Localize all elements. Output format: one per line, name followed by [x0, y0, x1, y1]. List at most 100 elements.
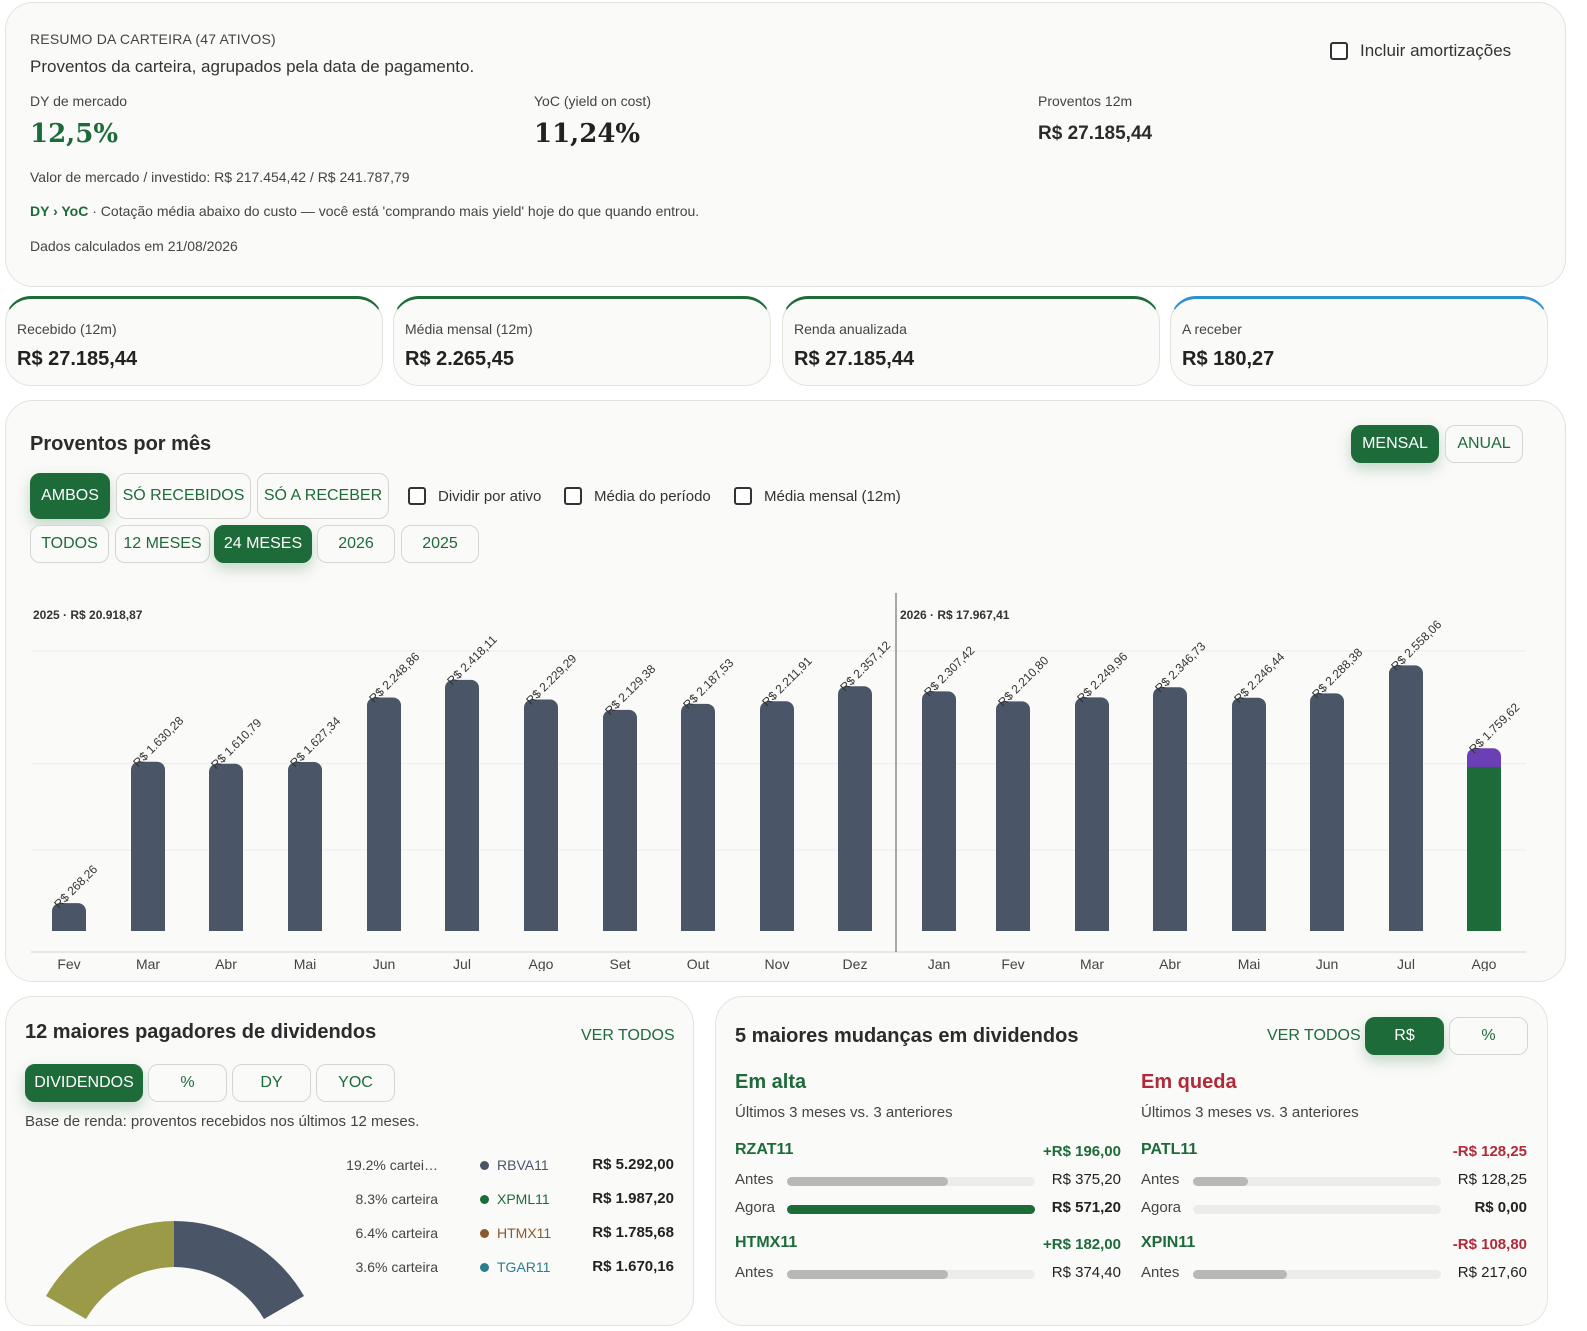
filter-a-receber-button[interactable]: SÓ A RECEBER — [257, 473, 389, 519]
payer-ticker-label: HTMX11 — [497, 1225, 552, 1241]
payer-value: R$ 1.785,68 — [592, 1224, 674, 1241]
x-tick-label: Abr — [215, 956, 237, 971]
bar-mai-2025[interactable] — [288, 762, 322, 931]
bar-jan-2026[interactable] — [922, 691, 956, 931]
view-anual-button[interactable]: ANUAL — [1445, 425, 1523, 463]
changes-title: 5 maiores mudanças em dividendos — [735, 1025, 1079, 1047]
tab-yoc[interactable]: YOC — [316, 1064, 395, 1102]
antes-label: Antes — [735, 1171, 774, 1188]
include-amortizations-checkbox[interactable]: Incluir amortizações — [1330, 41, 1511, 61]
bar-value-label: R$ 2.187,53 — [680, 656, 736, 712]
bar-nov-2025[interactable] — [760, 701, 794, 931]
income-base-note: Base de renda: proventos recebidos nos ú… — [25, 1113, 420, 1130]
calc-date: Dados calculados em 21/08/2026 — [30, 238, 238, 254]
x-tick-label: Dez — [843, 956, 868, 971]
bar-value-label: R$ 2.307,42 — [921, 643, 977, 699]
period-todos-button[interactable]: TODOS — [30, 525, 109, 563]
tab-percent[interactable]: % — [148, 1064, 227, 1102]
payer-ticker-label: TGAR11 — [497, 1259, 551, 1275]
bar-base — [603, 921, 637, 931]
bar-base — [1389, 921, 1423, 931]
dividir-por-ativo-checkbox[interactable]: Dividir por ativo — [408, 487, 541, 505]
proventos-12m-value: R$ 27.185,44 — [1038, 123, 1153, 144]
bar-abr-2025[interactable] — [209, 763, 243, 931]
change-ticker[interactable]: HTMX11 — [735, 1234, 798, 1251]
media-mensal-checkbox[interactable]: Média mensal (12m) — [734, 487, 901, 505]
bar-abr-2026[interactable] — [1153, 687, 1187, 931]
bar-value-label: R$ 2.357,12 — [837, 638, 893, 694]
bar-base — [996, 921, 1030, 931]
x-tick-label: Abr — [1159, 956, 1181, 971]
bar-jul-2026[interactable] — [1389, 665, 1423, 931]
checkbox-box[interactable] — [564, 487, 582, 505]
bar-mar-2026[interactable] — [1075, 697, 1109, 931]
x-tick-label: Mar — [136, 956, 160, 971]
x-tick-label: Ago — [1472, 956, 1497, 971]
tab-dividendos[interactable]: DIVIDENDOS — [25, 1064, 143, 1102]
bar-value-label: R$ 2.558,06 — [1388, 617, 1444, 673]
checkbox-box[interactable] — [1330, 42, 1348, 60]
bar-mai-2026[interactable] — [1232, 697, 1266, 931]
x-tick-label: Set — [609, 956, 630, 971]
period-2026-button[interactable]: 2026 — [317, 525, 395, 563]
payer-ticker[interactable]: RBVA11 — [480, 1157, 549, 1173]
antes-bar-fill — [787, 1177, 949, 1186]
agora-label: Agora — [1141, 1199, 1182, 1216]
top-payers-view-all-link[interactable]: VER TODOS — [581, 1027, 675, 1044]
bar-jun-2025[interactable] — [367, 697, 401, 931]
donut-slice-rbva11 — [174, 1221, 304, 1319]
year-group-label-2026: 2026 · R$ 17.967,41 — [900, 608, 1010, 622]
x-tick-label: Mai — [294, 956, 317, 971]
tab-dy[interactable]: DY — [232, 1064, 311, 1102]
tab-percent[interactable]: % — [1449, 1017, 1528, 1055]
change-ticker[interactable]: RZAT11 — [735, 1141, 794, 1158]
filter-recebidos-button[interactable]: SÓ RECEBIDOS — [116, 473, 251, 519]
bar-value-label: R$ 1.627,34 — [287, 714, 343, 770]
bar-value-label: R$ 2.249,96 — [1074, 649, 1130, 705]
bar-jul-2025[interactable] — [445, 679, 479, 931]
filter-ambos-button[interactable]: AMBOS — [30, 473, 110, 519]
checkbox-box[interactable] — [734, 487, 752, 505]
year-group-label-2025: 2025 · R$ 20.918,87 — [33, 608, 143, 622]
antes-label: Antes — [735, 1264, 774, 1281]
changes-view-all-link[interactable]: VER TODOS — [1267, 1027, 1361, 1044]
dy-yoc-note: DY › YoC · Cotação média abaixo do custo… — [30, 203, 699, 219]
x-tick-label: Jun — [373, 956, 396, 971]
antes-value: R$ 128,25 — [1457, 1171, 1527, 1188]
bar-set-2025[interactable] — [603, 709, 637, 931]
period-2025-button[interactable]: 2025 — [401, 525, 479, 563]
bar-fev-2026[interactable] — [996, 701, 1030, 931]
payer-ticker[interactable]: HTMX11 — [480, 1225, 551, 1241]
bar-value-label: R$ 2.346,73 — [1152, 639, 1208, 695]
bar-jun-2026[interactable] — [1310, 693, 1344, 931]
yoc-value: 11,24% — [534, 119, 641, 149]
agora-value: R$ 0,00 — [1474, 1199, 1527, 1216]
payer-ticker[interactable]: XPML11 — [480, 1191, 550, 1207]
bar-received-current[interactable] — [1467, 766, 1501, 931]
x-tick-label: Ago — [529, 956, 554, 971]
tab-rs[interactable]: R$ — [1365, 1017, 1444, 1055]
payer-ticker[interactable]: TGAR11 — [480, 1259, 550, 1275]
bar-out-2025[interactable] — [681, 703, 715, 931]
checkbox-box[interactable] — [408, 487, 426, 505]
change-ticker[interactable]: XPIN11 — [1141, 1234, 1196, 1251]
change-ticker[interactable]: PATL11 — [1141, 1141, 1198, 1158]
bar-ago-2025[interactable] — [524, 699, 558, 931]
bar-mar-2025[interactable] — [131, 761, 165, 931]
bar-value-label: R$ 2.129,38 — [602, 662, 658, 718]
media-periodo-checkbox[interactable]: Média do período — [564, 487, 711, 505]
bar-dez-2025[interactable] — [838, 686, 872, 931]
payers-donut-chart — [46, 1221, 304, 1319]
proventos-12m-label: Proventos 12m — [1038, 93, 1133, 109]
view-mensal-button[interactable]: MENSAL — [1351, 425, 1439, 463]
period-12-meses-button[interactable]: 12 MESES — [115, 525, 210, 563]
yoc-label: YoC (yield on cost) — [534, 93, 651, 109]
bar-base — [445, 921, 479, 931]
period-24-meses-button[interactable]: 24 MESES — [214, 525, 312, 563]
payer-percent: 6.4% carteira — [355, 1225, 438, 1241]
antes-value: R$ 374,40 — [1051, 1264, 1121, 1281]
agora-value: R$ 571,20 — [1051, 1199, 1121, 1216]
bar-value-label: R$ 2.229,29 — [523, 651, 579, 707]
donut-slice-olive — [46, 1221, 174, 1319]
agora-bar-fill — [787, 1205, 1035, 1214]
